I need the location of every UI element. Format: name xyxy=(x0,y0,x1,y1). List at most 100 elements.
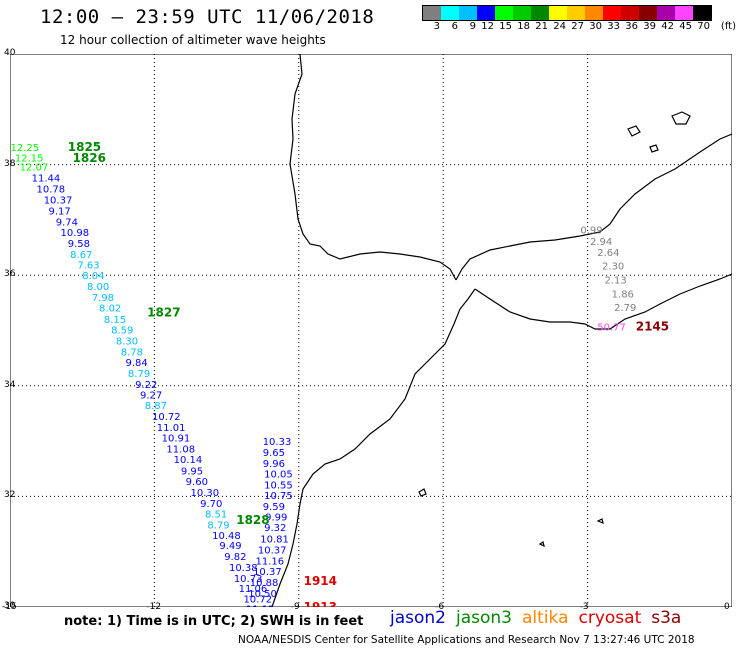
wave-height-label: 9.99 xyxy=(265,513,287,524)
wave-height-label: 10.50 xyxy=(248,589,277,600)
pass-time-label: 1826 xyxy=(73,151,106,165)
pass-time-label: 1827 xyxy=(147,306,180,320)
footer-credit: NOAA/NESDIS Center for Satellite Applica… xyxy=(238,634,695,646)
wave-height-label: 10.81 xyxy=(260,534,289,545)
lat-tick-label: 30 xyxy=(4,601,16,611)
wave-height-label: 2.64 xyxy=(597,248,619,259)
wave-height-label: 8.00 xyxy=(87,282,109,293)
scale-swatch xyxy=(639,6,657,20)
page-title: 12:00 – 23:59 UTC 11/06/2018 xyxy=(40,6,375,28)
scale-swatch xyxy=(657,6,675,20)
wave-height-label: 11.08 xyxy=(166,445,195,456)
wave-height-label: 9.60 xyxy=(186,477,208,488)
satellite-legend: jason2 jason3 altika cryosat s3a xyxy=(390,608,691,628)
wave-height-label: 10.72 xyxy=(152,412,181,423)
lat-tick-label: 36 xyxy=(4,269,16,280)
footer-note: note: 1) Time is in UTC; 2) SWH is in fe… xyxy=(64,614,364,629)
wave-height-label: 8.15 xyxy=(104,315,126,326)
wave-height-label: 10.78 xyxy=(36,184,65,195)
wave-height-label: 2.13 xyxy=(604,275,626,286)
scale-label: 12 xyxy=(481,21,494,32)
wave-height-label: 9.65 xyxy=(263,448,285,459)
coastline xyxy=(271,53,733,608)
legend-item: s3a xyxy=(651,608,682,628)
wave-height-label: 7.63 xyxy=(77,261,99,272)
wave-height-label: 10.73 xyxy=(234,574,263,585)
wave-height-label: 9.27 xyxy=(140,391,162,402)
scale-label: 42 xyxy=(661,21,674,32)
wave-height-label: 11.12 xyxy=(246,605,275,607)
scale-label: 21 xyxy=(535,21,548,32)
lat-tick-label: 40 xyxy=(4,48,16,58)
lon-tick-label: -6 xyxy=(435,602,445,612)
scale-swatch xyxy=(495,6,513,20)
scale-label: 30 xyxy=(589,21,602,32)
wave-height-label: 8.02 xyxy=(99,304,121,315)
wave-height-label: 11.01 xyxy=(157,423,186,434)
scale-swatch xyxy=(441,6,459,20)
wave-height-label: 9.22 xyxy=(135,380,157,391)
wave-height-label: 8.79 xyxy=(207,520,229,531)
scale-label: 27 xyxy=(571,21,584,32)
wave-height-label: 8.67 xyxy=(70,250,92,261)
page-subtitle: 12 hour collection of altimeter wave hei… xyxy=(60,33,326,47)
wave-height-label: 10.37 xyxy=(258,545,287,556)
color-scale-bar xyxy=(422,5,712,21)
wave-height-label: 12.15 xyxy=(15,153,44,164)
legend-item: jason3 xyxy=(456,608,512,628)
pass-time-label: 2145 xyxy=(636,320,669,334)
scale-swatch xyxy=(423,6,441,20)
wave-height-label: 8.51 xyxy=(205,509,227,520)
map-frame xyxy=(9,53,733,608)
wave-height-label: 10.30 xyxy=(191,488,220,499)
pass-time-label: 1913 xyxy=(304,600,337,607)
legend-item: cryosat xyxy=(578,608,642,628)
wave-height-label: 0.99 xyxy=(580,226,602,237)
wave-height-label: 9.70 xyxy=(200,499,222,510)
wave-height-label: 10.75 xyxy=(264,491,293,502)
wave-height-label: 8.30 xyxy=(116,336,138,347)
scale-label: 39 xyxy=(643,21,656,32)
wave-height-label: 10.55 xyxy=(264,481,293,492)
lon-tick-label: -3 xyxy=(579,602,589,612)
lon-tick-label: -9 xyxy=(290,602,300,612)
wave-height-label: 10.33 xyxy=(263,437,292,448)
scale-swatch xyxy=(531,6,549,20)
lat-tick-label: 32 xyxy=(4,490,16,501)
scale-label: 33 xyxy=(607,21,620,32)
wave-height-label: 12.07 xyxy=(20,163,49,174)
scale-label: 36 xyxy=(625,21,638,32)
scale-swatch xyxy=(567,6,585,20)
lon-tick-label: 0 xyxy=(724,602,730,612)
wave-height-label: 2.94 xyxy=(590,237,612,248)
wave-height-label: 10.14 xyxy=(174,455,203,466)
wave-height-label: 9.58 xyxy=(68,239,90,250)
map-panel: 12.25 12.15 12.07 11.44 10.78 10.37 9.17 9.74 10… xyxy=(9,53,733,616)
scale-label: 9 xyxy=(469,21,476,32)
wave-height-label: 9.17 xyxy=(49,206,71,217)
wave-height-label: 10.38 xyxy=(229,563,258,574)
lat-tick-label: 38 xyxy=(4,158,16,169)
scale-label: 6 xyxy=(451,21,458,32)
wave-readings: 12.2512.1512.0711.4410.7810.379.179.7410… xyxy=(10,143,636,616)
wave-height-label: 8.87 xyxy=(145,401,167,412)
wave-height-label: 9.59 xyxy=(263,502,285,513)
scale-swatch xyxy=(585,6,603,20)
wave-height-label: 1.86 xyxy=(612,289,634,300)
pass-time-label: 1828 xyxy=(236,513,269,527)
scale-swatch xyxy=(513,6,531,20)
wave-height-label: 9.74 xyxy=(56,217,78,228)
wave-height-label: 8.78 xyxy=(121,347,143,358)
wave-height-label: 9.32 xyxy=(264,523,286,534)
wave-height-label: 2.79 xyxy=(614,303,636,314)
scale-swatch xyxy=(603,6,621,20)
wave-height-label: 8.79 xyxy=(128,369,150,380)
scale-swatch xyxy=(675,6,693,20)
legend-item: altika xyxy=(522,608,569,628)
wave-height-label: 9.84 xyxy=(126,358,148,369)
wave-height-label: 9.95 xyxy=(181,466,203,477)
lon-tick-label: -15 xyxy=(2,602,17,612)
pass-time-label: 1825 xyxy=(68,140,101,154)
pass-time-label: 1914 xyxy=(304,574,337,588)
scale-label: 3 xyxy=(433,21,440,32)
